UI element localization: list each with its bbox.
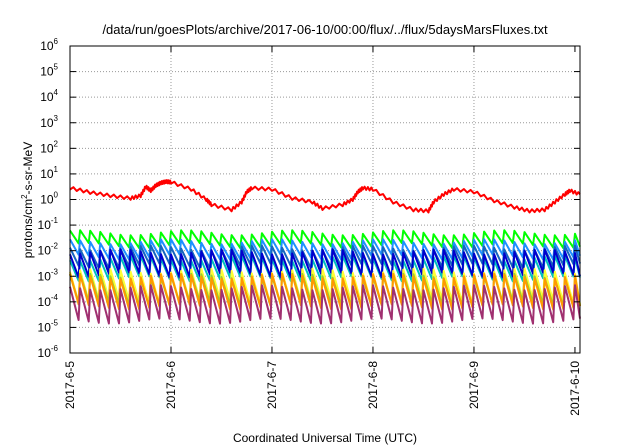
x-tick-label: 2017-6-10 [568, 361, 582, 416]
series-line [69, 238, 581, 261]
y-tick-exp: 5 [54, 63, 59, 72]
y-tick-exp: 0 [54, 191, 59, 200]
y-tick-label: 10-5 [38, 318, 59, 334]
series-line [69, 179, 581, 214]
y-tick-label: 106 [40, 37, 58, 53]
y-tick-exp: -6 [51, 344, 59, 353]
y-tick-base: 10 [38, 295, 52, 309]
x-tick-labels: 2017-6-5 2017-6-6 2017-6-7 2017-6-8 2017-6-9… [63, 361, 582, 416]
y-tick-exp: 2 [54, 139, 59, 148]
y-axis-label-sup: 2 [20, 194, 29, 199]
y-tick-base: 10 [40, 90, 54, 104]
y-tick-label: 102 [40, 139, 58, 155]
y-tick-exp: 3 [54, 114, 59, 123]
x-tick-label: 2017-6-6 [164, 361, 178, 409]
series-group [69, 179, 581, 325]
y-tick-exp: -4 [51, 293, 59, 302]
y-tick-base: 10 [40, 39, 54, 53]
y-tick-exp: 1 [54, 165, 59, 174]
y-tick-exp: -2 [51, 242, 59, 251]
x-axis-label: Coordinated Universal Time (UTC) [233, 431, 417, 445]
y-tick-exp: -1 [51, 216, 59, 225]
y-tick-base: 10 [38, 320, 52, 334]
y-axis-label: protons/cm2-s-sr-MeV [20, 142, 35, 258]
y-tick-label: 10-4 [38, 293, 59, 309]
y-tick-base: 10 [40, 193, 54, 207]
y-tick-label: 104 [40, 88, 58, 104]
series-line [69, 248, 581, 279]
x-tick-label: 2017-6-9 [467, 361, 481, 409]
y-tick-label: 10-3 [38, 267, 59, 283]
series-line [69, 284, 581, 325]
y-tick-labels: 10-610-510-410-310-210-11001011021031041… [38, 37, 59, 360]
series-line [69, 272, 581, 311]
y-tick-base: 10 [40, 167, 54, 181]
y-tick-base: 10 [38, 244, 52, 258]
y-tick-base: 10 [40, 65, 54, 79]
y-axis-label-main: protons/cm [21, 199, 35, 258]
y-tick-label: 103 [40, 114, 58, 130]
y-tick-label: 100 [40, 191, 58, 207]
y-tick-exp: 4 [54, 88, 59, 97]
tick-marks [69, 45, 580, 354]
y-tick-exp: -5 [51, 318, 59, 327]
y-tick-base: 10 [38, 269, 52, 283]
y-tick-label: 10-6 [38, 344, 59, 360]
y-tick-label: 10-1 [38, 216, 59, 232]
x-tick-label: 2017-6-7 [265, 361, 279, 409]
y-tick-label: 101 [40, 165, 58, 181]
y-tick-base: 10 [40, 141, 54, 155]
y-tick-base: 10 [38, 218, 52, 232]
y-tick-base: 10 [40, 116, 54, 130]
x-tick-label: 2017-6-5 [63, 361, 77, 409]
y-tick-base: 10 [38, 346, 52, 360]
y-tick-exp: 6 [54, 37, 59, 46]
y-tick-label: 105 [40, 63, 58, 79]
chart-title: /data/run/goesPlots/archive/2017-06-10/0… [102, 22, 548, 37]
y-tick-label: 10-2 [38, 242, 59, 258]
y-tick-exp: -3 [51, 267, 59, 276]
y-axis-label-rest: -s-sr-MeV [21, 142, 35, 195]
series-line [69, 229, 581, 250]
x-tick-label: 2017-6-8 [366, 361, 380, 409]
